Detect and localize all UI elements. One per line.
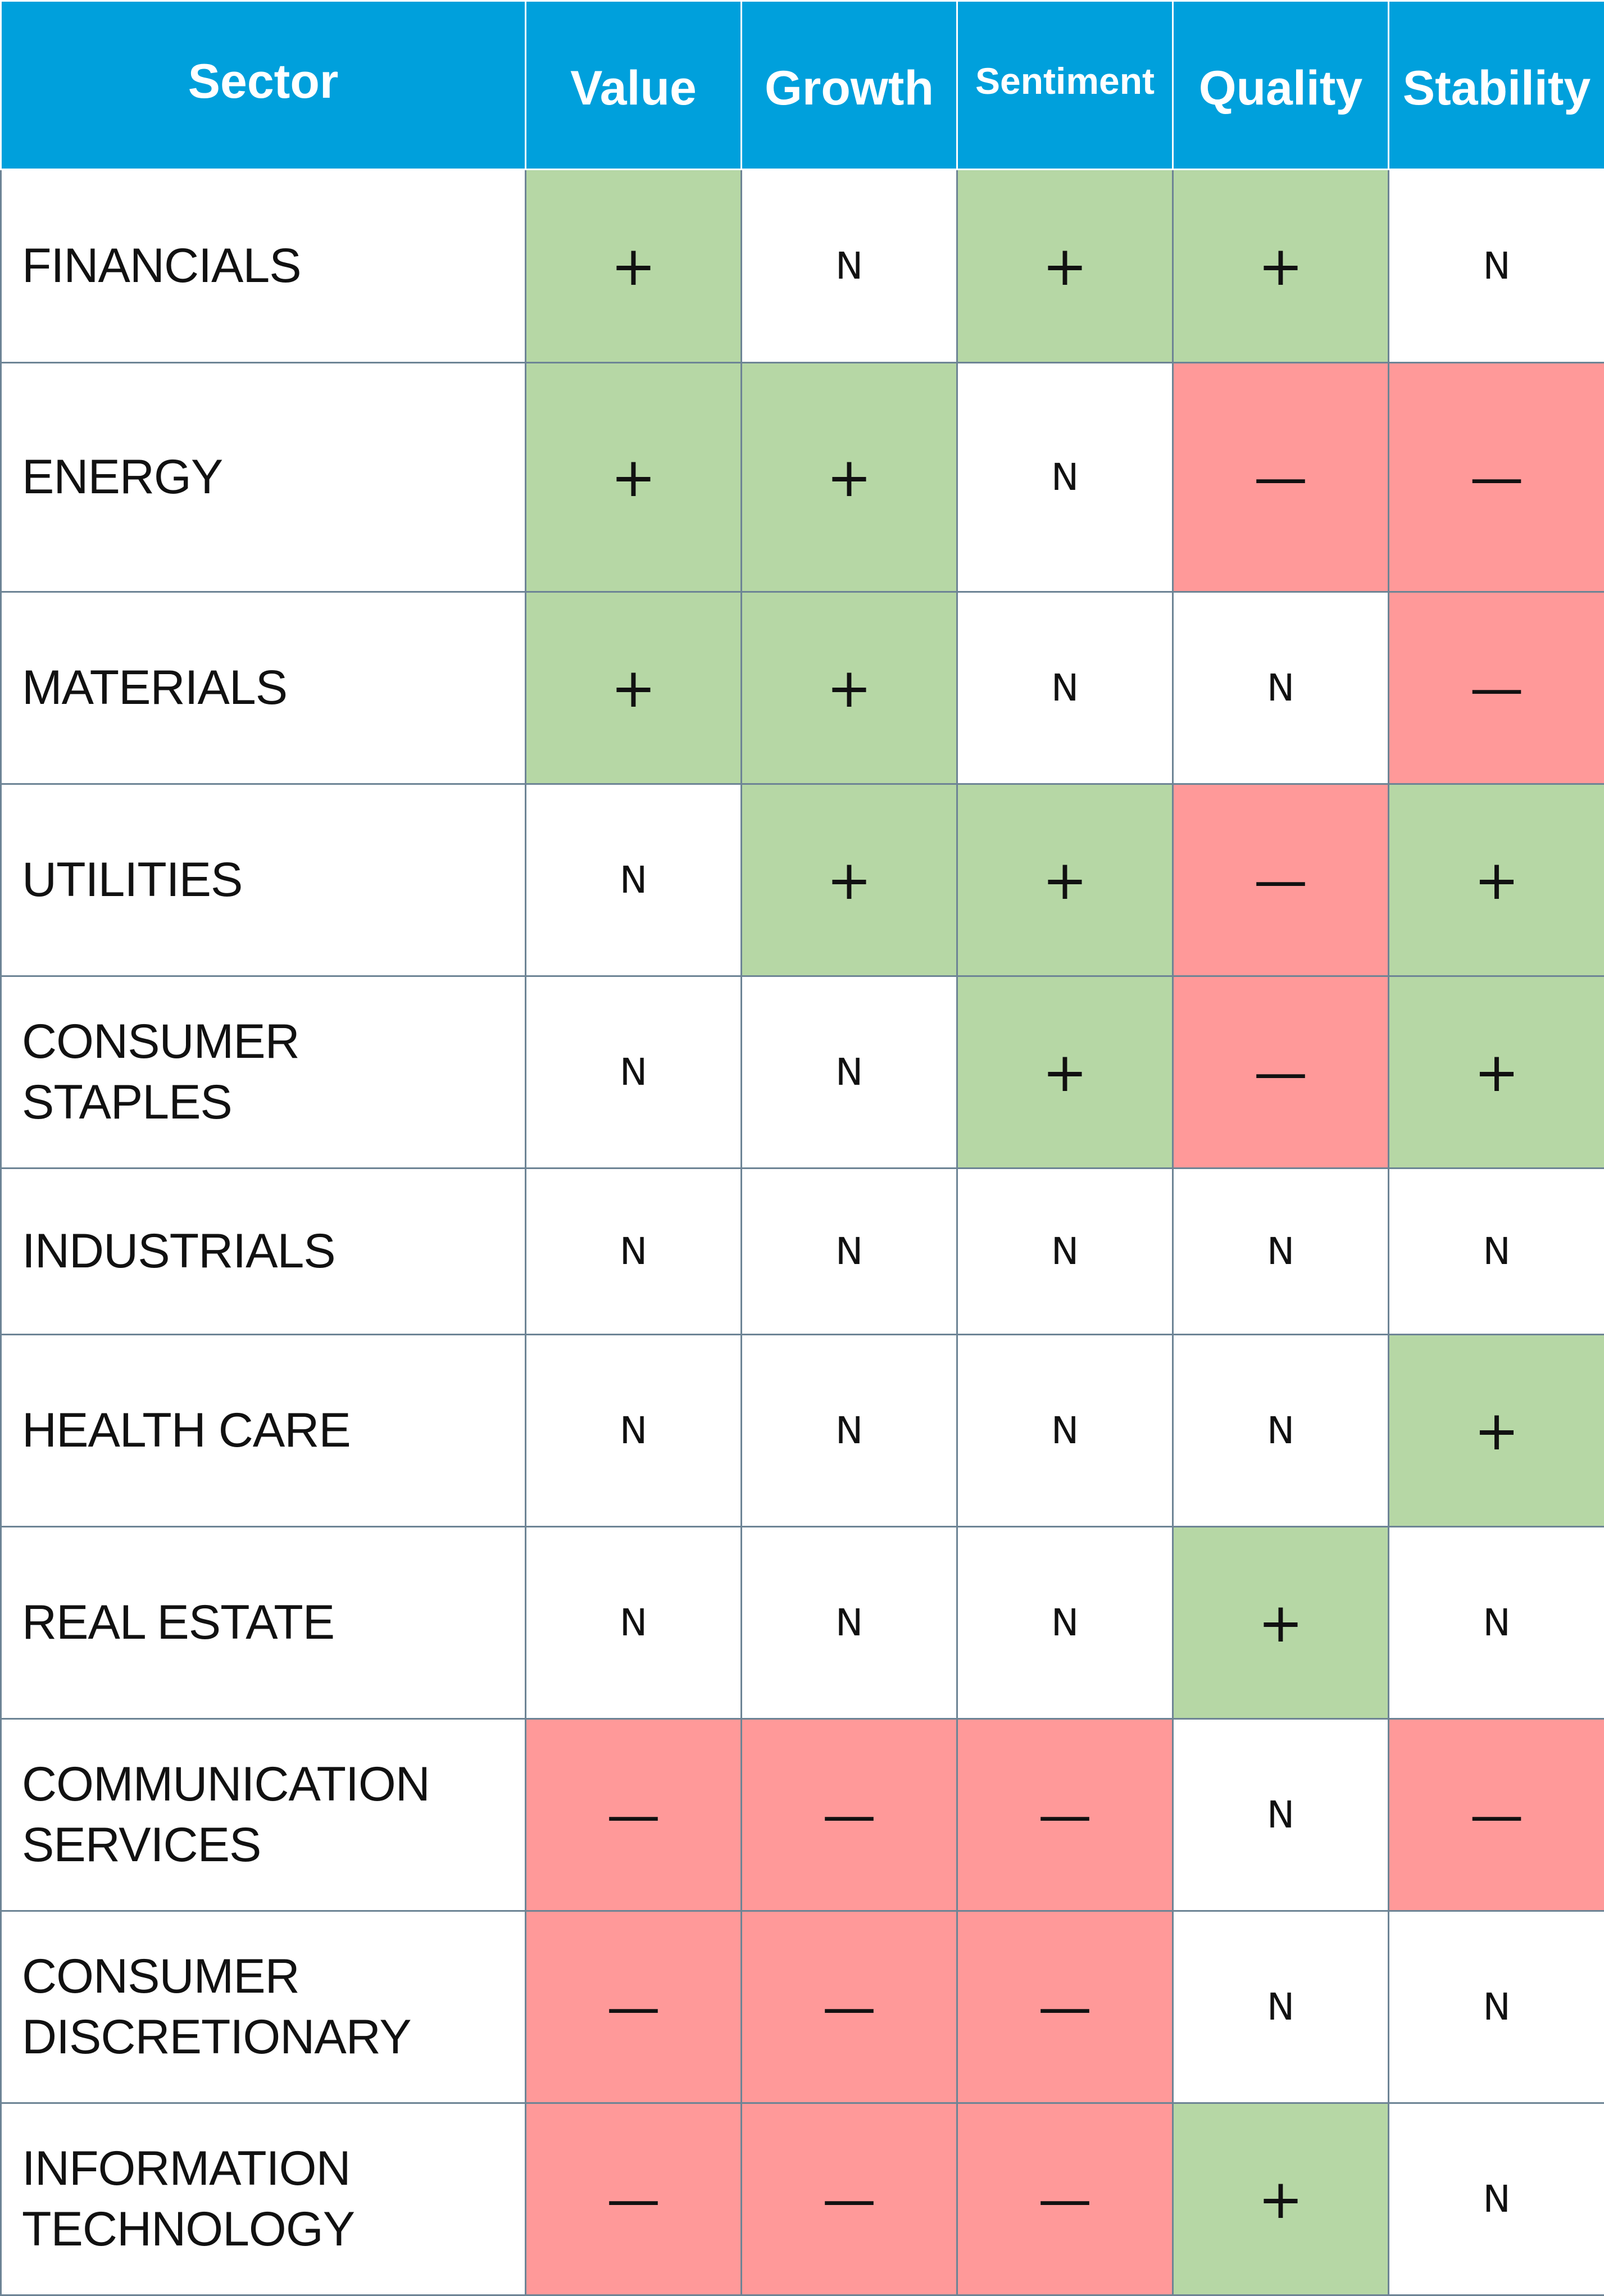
header-row: Sector Value Growth Sentiment Quality St… bbox=[1, 1, 1604, 170]
stability-signal-cell: N bbox=[1389, 1911, 1604, 2103]
sector-name-line: CONSUMER bbox=[22, 1012, 525, 1072]
stability-signal-cell: — bbox=[1389, 592, 1604, 784]
quality-signal-cell: — bbox=[1173, 784, 1389, 976]
sentiment-signal-cell: + bbox=[957, 170, 1173, 363]
sentiment-signal-cell: — bbox=[957, 1911, 1173, 2103]
sentiment-signal-cell: N bbox=[957, 1527, 1173, 1719]
stability-signal-cell: N bbox=[1389, 170, 1604, 363]
growth-signal-cell: + bbox=[742, 592, 957, 784]
sentiment-signal-cell: + bbox=[957, 784, 1173, 976]
sector-name-cell: FINANCIALS bbox=[1, 170, 526, 363]
quality-signal-cell: — bbox=[1173, 363, 1389, 592]
sector-name-cell: HEALTH CARE bbox=[1, 1335, 526, 1527]
sentiment-signal-cell: N bbox=[957, 1335, 1173, 1527]
sentiment-signal-cell: — bbox=[957, 1719, 1173, 1911]
table-row: ENERGY++N—— bbox=[1, 363, 1604, 592]
value-signal-cell: N bbox=[526, 1335, 742, 1527]
value-signal-cell: — bbox=[526, 1911, 742, 2103]
quality-signal-cell: + bbox=[1173, 170, 1389, 363]
sentiment-signal-cell: N bbox=[957, 592, 1173, 784]
sentiment-signal-cell: + bbox=[957, 976, 1173, 1169]
sector-name-line: STAPLES bbox=[22, 1072, 525, 1133]
stability-signal-cell: N bbox=[1389, 2103, 1604, 2295]
stability-signal-cell: + bbox=[1389, 784, 1604, 976]
table-row: FINANCIALS+N++N bbox=[1, 170, 1604, 363]
quality-signal-cell: + bbox=[1173, 1527, 1389, 1719]
sector-name-line: SERVICES bbox=[22, 1815, 525, 1876]
sector-name-line: TECHNOLOGY bbox=[22, 2199, 525, 2260]
column-header-sector: Sector bbox=[1, 1, 526, 170]
value-signal-cell: + bbox=[526, 170, 742, 363]
sector-name-line: CONSUMER bbox=[22, 1947, 525, 2007]
stability-signal-cell: — bbox=[1389, 363, 1604, 592]
value-signal-cell: + bbox=[526, 592, 742, 784]
value-signal-cell: N bbox=[526, 1169, 742, 1335]
growth-signal-cell: + bbox=[742, 363, 957, 592]
quality-signal-cell: — bbox=[1173, 976, 1389, 1169]
stability-signal-cell: — bbox=[1389, 1719, 1604, 1911]
stability-signal-cell: N bbox=[1389, 1527, 1604, 1719]
sector-name-cell: INDUSTRIALS bbox=[1, 1169, 526, 1335]
sentiment-signal-cell: — bbox=[957, 2103, 1173, 2295]
growth-signal-cell: N bbox=[742, 170, 957, 363]
sentiment-signal-cell: N bbox=[957, 363, 1173, 592]
column-header-value: Value bbox=[526, 1, 742, 170]
growth-signal-cell: — bbox=[742, 1719, 957, 1911]
growth-signal-cell: N bbox=[742, 1335, 957, 1527]
sector-name-cell: REAL ESTATE bbox=[1, 1527, 526, 1719]
growth-signal-cell: N bbox=[742, 1169, 957, 1335]
column-header-growth: Growth bbox=[742, 1, 957, 170]
quality-signal-cell: N bbox=[1173, 1911, 1389, 2103]
quality-signal-cell: N bbox=[1173, 1169, 1389, 1335]
quality-signal-cell: N bbox=[1173, 1335, 1389, 1527]
stability-signal-cell: N bbox=[1389, 1169, 1604, 1335]
quality-signal-cell: N bbox=[1173, 1719, 1389, 1911]
quality-signal-cell: N bbox=[1173, 592, 1389, 784]
stability-signal-cell: + bbox=[1389, 1335, 1604, 1527]
growth-signal-cell: + bbox=[742, 784, 957, 976]
sector-name-line: INFORMATION bbox=[22, 2139, 525, 2199]
quality-signal-cell: + bbox=[1173, 2103, 1389, 2295]
column-header-stability: Stability bbox=[1389, 1, 1604, 170]
sector-name-cell: ENERGY bbox=[1, 363, 526, 592]
column-header-sentiment: Sentiment bbox=[957, 1, 1173, 170]
sector-name-line: DISCRETIONARY bbox=[22, 2007, 525, 2068]
column-header-quality: Quality bbox=[1173, 1, 1389, 170]
sector-name-cell: UTILITIES bbox=[1, 784, 526, 976]
growth-signal-cell: — bbox=[742, 2103, 957, 2295]
value-signal-cell: + bbox=[526, 363, 742, 592]
value-signal-cell: — bbox=[526, 2103, 742, 2295]
growth-signal-cell: N bbox=[742, 976, 957, 1169]
stability-signal-cell: + bbox=[1389, 976, 1604, 1169]
growth-signal-cell: — bbox=[742, 1911, 957, 2103]
sector-name-cell: MATERIALS bbox=[1, 592, 526, 784]
value-signal-cell: N bbox=[526, 784, 742, 976]
growth-signal-cell: N bbox=[742, 1527, 957, 1719]
sentiment-signal-cell: N bbox=[957, 1169, 1173, 1335]
sector-name-line: COMMUNICATION bbox=[22, 1754, 525, 1815]
value-signal-cell: N bbox=[526, 976, 742, 1169]
value-signal-cell: — bbox=[526, 1719, 742, 1911]
value-signal-cell: N bbox=[526, 1527, 742, 1719]
